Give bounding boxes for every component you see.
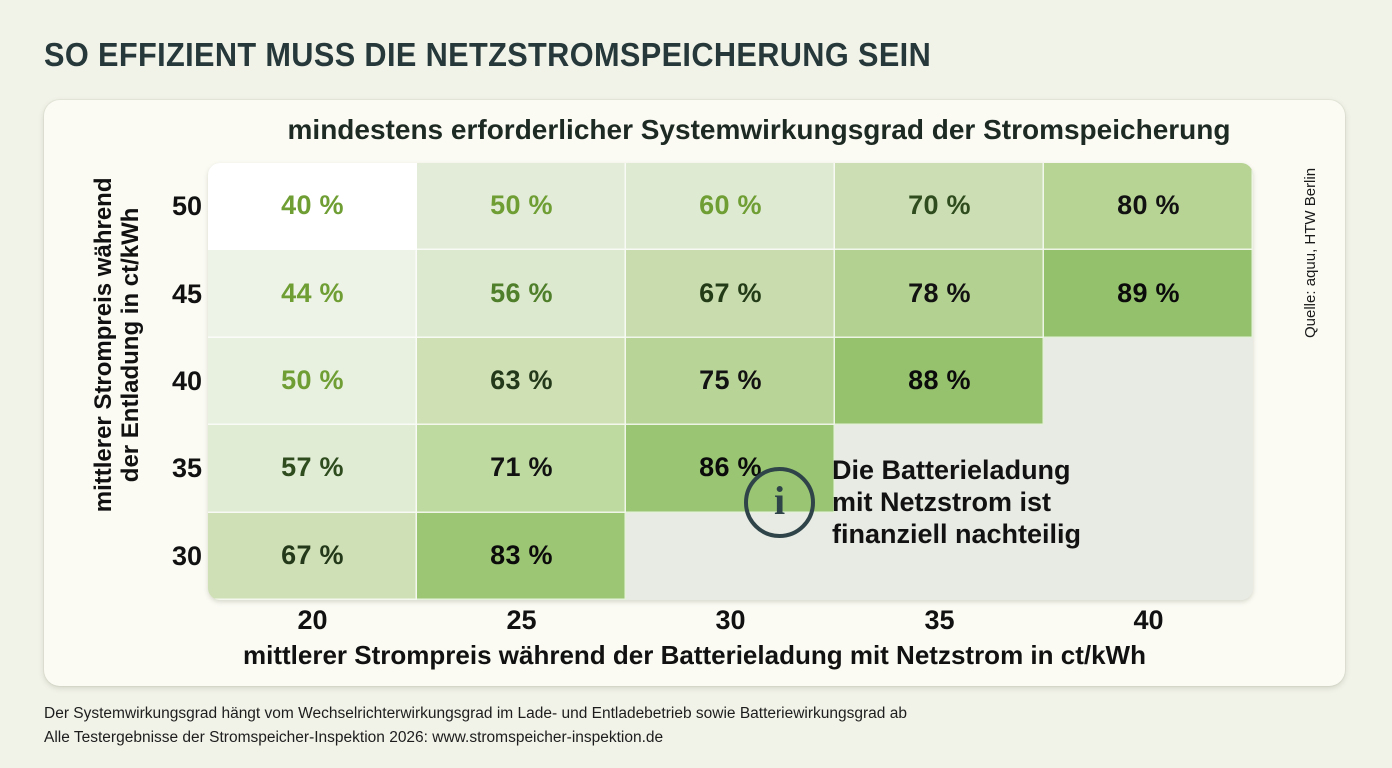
heatmap-cell: 80 % [1044, 163, 1253, 251]
heatmap-cell-value: 78 % [908, 277, 971, 308]
heatmap-row: 50 % 63 % 75 % 88 % [208, 337, 1253, 426]
heatmap-cell: 78 % [835, 250, 1044, 338]
heatmap-cell-value: 86 % [699, 452, 762, 483]
heatmap-cell-value: 80 % [1117, 190, 1180, 221]
heatmap-cell: 83 % [417, 512, 626, 600]
heatmap-cell: 60 % [626, 163, 835, 251]
heatmap-cell: 63 % [417, 337, 626, 426]
source-label: Quelle: aquu, HTW Berlin [1302, 167, 1319, 338]
footnote: Der Systemwirkungsgrad hängt vom Wechsel… [44, 702, 907, 750]
heatmap-cell-empty [1044, 512, 1253, 600]
chart-card: mindestens erforderlicher Systemwirkungs… [44, 100, 1345, 686]
page-title: SO EFFIZIENT MUSS DIE NETZSTROMSPEICHERU… [44, 36, 932, 73]
heatmap-row: 57 % 71 % 86 % [208, 425, 1253, 513]
heatmap-cell: 40 % [208, 163, 417, 251]
heatmap-row: 40 % 50 % 60 % 70 % 80 % [208, 163, 1253, 251]
heatmap-row: 67 % 83 % [208, 512, 1253, 600]
y-axis-title: mittlerer Strompreis während der Entladu… [90, 125, 145, 565]
heatmap-cell-value: 88 % [908, 364, 971, 395]
heatmap-cell: 70 % [835, 163, 1044, 251]
heatmap-cell-value: 67 % [699, 277, 762, 308]
y-axis-tick: 45 [171, 278, 202, 309]
y-axis-tick: 30 [171, 540, 202, 571]
heatmap-cell-value: 40 % [281, 190, 344, 221]
x-axis-tick: 25 [506, 604, 537, 635]
y-axis-title-line2: der Entladung in ct/kWh [117, 207, 144, 483]
heatmap-cell-value: 63 % [490, 364, 553, 395]
y-axis-tick: 50 [171, 191, 202, 222]
heatmap-cell: 56 % [417, 250, 626, 338]
heatmap-row: 44 % 56 % 67 % 78 % 89 % [208, 250, 1253, 338]
x-axis-tick: 40 [1133, 604, 1164, 635]
heatmap-cell: 50 % [417, 163, 626, 251]
heatmap-cell: 71 % [417, 425, 626, 513]
heatmap-cell-value: 75 % [699, 364, 762, 395]
callout-line-3: finanziell nachteilig [832, 518, 1082, 549]
footnote-line-1: Der Systemwirkungsgrad hängt vom Wechsel… [44, 705, 907, 722]
heatmap-cell-value: 70 % [908, 190, 971, 221]
info-icon: i [744, 467, 815, 539]
y-axis-tick: 35 [171, 453, 202, 484]
heatmap-cell-value: 67 % [281, 539, 344, 570]
info-callout-text: Die Batterieladung mit Netzstrom ist fin… [832, 455, 1081, 551]
heatmap-cell: 88 % [835, 337, 1044, 426]
x-axis-tick: 20 [297, 604, 328, 635]
heatmap-cell-value: 56 % [490, 277, 553, 308]
heatmap-cell-value: 50 % [490, 190, 553, 221]
callout-line-1: Die Batterieladung [832, 455, 1071, 485]
heatmap-cell-value: 44 % [281, 277, 344, 308]
footnote-line-2: Alle Testergebnisse der Stromspeicher-In… [44, 729, 664, 747]
heatmap-cell-value: 60 % [699, 190, 762, 221]
heatmap-cell-empty [835, 512, 1044, 600]
heatmap-cell-value: 50 % [281, 364, 344, 395]
heatmap-cell-empty [835, 425, 1044, 513]
chart-subtitle: mindestens erforderlicher Systemwirkungs… [287, 114, 1231, 145]
heatmap-cell-value: 57 % [281, 452, 344, 483]
heatmap-grid: 40 % 50 % 60 % 70 % 80 % 44 % 56 % 67 % 78 % 89 %… [208, 163, 1253, 600]
heatmap-cell: 57 % [208, 425, 417, 513]
y-axis-tick: 40 [171, 365, 202, 396]
heatmap-cell-empty [1044, 425, 1253, 513]
heatmap-cell-value: 89 % [1117, 277, 1180, 308]
x-axis-tick: 35 [924, 604, 955, 635]
x-axis-title: mittlerer Strompreis während der Batteri… [243, 640, 1146, 670]
heatmap-cell: 50 % [208, 337, 417, 426]
heatmap-cell: 67 % [626, 250, 835, 338]
heatmap-cell: 44 % [208, 250, 417, 338]
heatmap-cell: 89 % [1044, 250, 1253, 338]
heatmap-cell-value: 83 % [490, 539, 553, 570]
info-callout: i Die Batterieladung mit Netzstrom ist f… [744, 455, 1081, 551]
x-axis-tick: 30 [715, 604, 746, 635]
heatmap-cell: 75 % [626, 337, 835, 426]
heatmap-cell-value: 71 % [490, 452, 553, 483]
y-axis-title-line1: mittlerer Strompreis während [90, 177, 118, 513]
callout-line-2: mit Netzstrom ist [832, 486, 1052, 517]
heatmap-cell-empty [1044, 337, 1253, 426]
heatmap-cell: 67 % [208, 512, 417, 600]
